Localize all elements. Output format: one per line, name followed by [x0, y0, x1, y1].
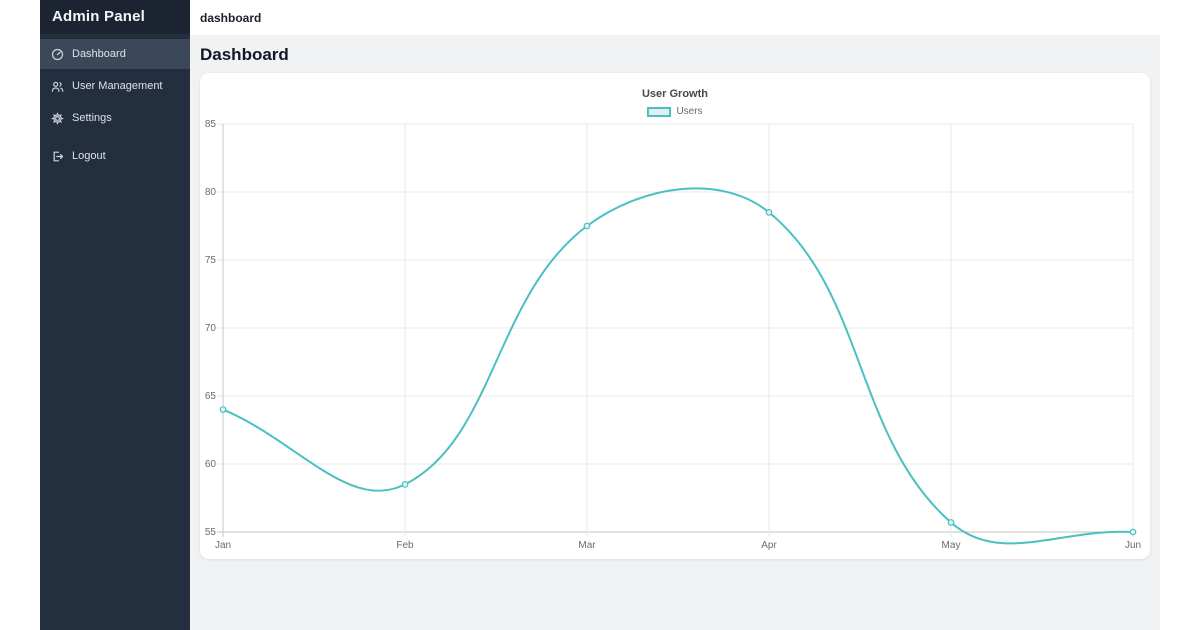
y-tick-label: 85: [205, 119, 217, 130]
y-tick-label: 55: [205, 527, 217, 538]
logout-icon: [51, 150, 64, 163]
content-column: dashboard Dashboard 55 60 65 70 75 80 85 Jan Feb…: [190, 0, 1160, 630]
data-point-jan[interactable]: [219, 406, 227, 414]
sidebar-item-label: User Management: [72, 80, 163, 92]
x-tick-label: Mar: [578, 540, 596, 551]
users-icon: [51, 80, 64, 93]
sidebar: Admin Panel Dashboard User Management Se…: [40, 0, 190, 630]
y-tick-label: 80: [205, 187, 217, 198]
sidebar-item-logout[interactable]: Logout: [40, 141, 190, 171]
legend-swatch-icon: [647, 106, 672, 117]
gear-icon: [51, 112, 64, 125]
chart-plot: 55 60 65 70 75 80 85 Jan Feb Mar Apr May Jun: [205, 119, 1141, 551]
breadcrumb: dashboard: [200, 10, 262, 25]
sidebar-item-label: Settings: [72, 112, 112, 124]
sidebar-item-user-management[interactable]: User Management: [40, 71, 190, 101]
gauge-icon: [51, 48, 64, 61]
y-tick-label: 75: [205, 255, 217, 266]
y-tick-label: 60: [205, 459, 217, 470]
x-tick-label: Apr: [761, 540, 777, 551]
y-tick-label: 65: [205, 391, 217, 402]
y-tick-label: 70: [205, 323, 217, 334]
sidebar-item-settings[interactable]: Settings: [40, 103, 190, 133]
legend-item-users[interactable]: Users: [647, 106, 703, 117]
chart-legend: Users: [200, 106, 1150, 117]
app-title: Admin Panel: [40, 0, 190, 35]
sidebar-nav: Dashboard User Management Settings Logou…: [40, 35, 190, 173]
data-point-apr[interactable]: [765, 208, 773, 216]
data-point-may[interactable]: [947, 519, 955, 526]
app-window: Admin Panel Dashboard User Management Se…: [40, 0, 1160, 630]
sidebar-item-dashboard[interactable]: Dashboard: [40, 39, 190, 69]
legend-label: Users: [676, 106, 703, 117]
data-point-mar[interactable]: [583, 222, 591, 230]
main-area: Dashboard 55 60 65 70 75 80 85 Jan Feb Mar Apr May J…: [190, 35, 1160, 630]
chart-title: User Growth: [641, 88, 708, 100]
series-line-users: [222, 187, 1134, 545]
data-point-jun[interactable]: [1129, 528, 1137, 536]
chart-card: 55 60 65 70 75 80 85 Jan Feb Mar Apr May Jun User Gr…: [200, 73, 1150, 559]
page-title: Dashboard: [200, 45, 289, 64]
sidebar-item-label: Logout: [72, 150, 106, 162]
data-point-feb[interactable]: [401, 481, 409, 488]
x-tick-label: Feb: [396, 540, 414, 551]
topbar: dashboard: [190, 0, 1160, 35]
x-tick-label: Jan: [215, 540, 231, 551]
sidebar-item-label: Dashboard: [72, 48, 126, 60]
x-tick-label: May: [942, 540, 961, 551]
x-tick-label: Jun: [1125, 540, 1141, 551]
